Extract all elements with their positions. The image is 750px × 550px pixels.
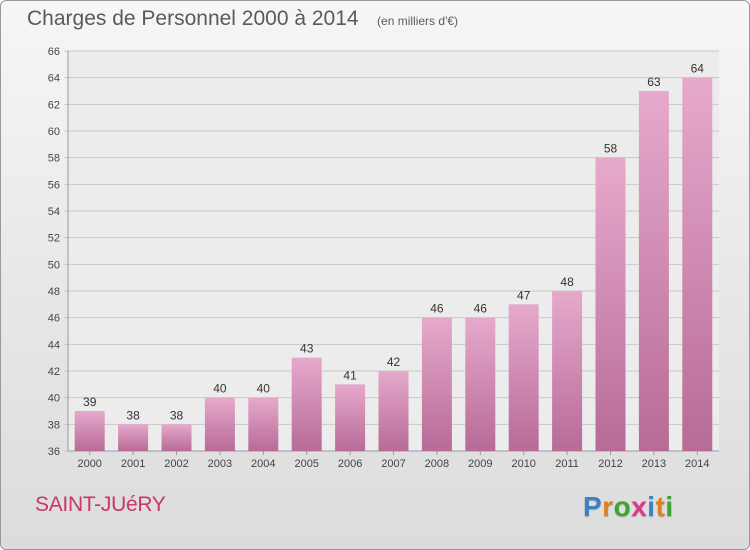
x-tick-label: 2001	[121, 458, 145, 470]
bar	[291, 357, 322, 451]
logo-letter: i	[665, 491, 674, 522]
y-tick-label: 52	[48, 233, 60, 245]
x-tick-label: 2012	[598, 458, 622, 470]
bar	[335, 384, 366, 451]
bar-value-label: 43	[300, 342, 314, 356]
y-tick-label: 46	[48, 313, 60, 325]
x-tick-label: 2003	[208, 458, 232, 470]
x-tick-label: 2010	[511, 458, 535, 470]
bar	[465, 317, 496, 451]
x-tick-label: 2006	[338, 458, 362, 470]
bar	[248, 397, 279, 451]
x-tick-label: 2008	[425, 458, 449, 470]
y-tick-label: 38	[48, 419, 60, 431]
y-tick-label: 44	[48, 339, 60, 351]
y-tick-label: 60	[48, 126, 60, 138]
y-tick-label: 66	[48, 46, 60, 58]
bar	[682, 77, 713, 452]
y-tick-label: 56	[48, 179, 60, 191]
bar	[204, 397, 235, 451]
bar-value-label: 58	[604, 142, 618, 156]
y-tick-label: 54	[48, 206, 60, 218]
bar	[378, 371, 409, 451]
bar	[74, 411, 105, 451]
bar-value-label: 40	[257, 382, 271, 396]
title-block: Charges de Personnel 2000 à 2014 (en mil…	[27, 7, 458, 31]
bar-value-label: 48	[560, 275, 574, 289]
logo-letter: x	[631, 491, 648, 522]
bar-value-label: 64	[691, 62, 705, 76]
y-tick-label: 50	[48, 259, 60, 271]
bar-value-label: 63	[647, 75, 661, 89]
chart-title: Charges de Personnel 2000 à 2014	[27, 7, 359, 30]
y-tick-label: 58	[48, 153, 60, 165]
bar-value-label: 40	[213, 382, 227, 396]
bar-value-label: 38	[126, 408, 140, 422]
y-tick-label: 42	[48, 366, 60, 378]
bar-value-label: 46	[430, 302, 444, 316]
logo-letter: i	[647, 491, 656, 522]
x-tick-label: 2011	[555, 458, 579, 470]
bar	[118, 424, 149, 451]
y-tick-label: 36	[48, 446, 60, 458]
logo-letter: o	[613, 491, 632, 522]
bar-value-label: 42	[387, 355, 401, 369]
logo-letter: t	[655, 491, 666, 522]
y-tick-label: 40	[48, 393, 60, 405]
x-tick-label: 2002	[164, 458, 188, 470]
bar-value-label: 39	[83, 395, 97, 409]
chart-subtitle: (en milliers d'€)	[377, 14, 459, 28]
bar-value-label: 46	[474, 302, 488, 316]
x-tick-label: 2007	[381, 458, 405, 470]
logo-letter: P	[583, 491, 603, 522]
bar	[508, 304, 539, 451]
bar-value-label: 41	[343, 368, 357, 382]
x-tick-label: 2005	[294, 458, 318, 470]
x-tick-label: 2009	[468, 458, 492, 470]
proxiti-logo: Proxiti	[583, 491, 674, 523]
bar	[552, 291, 583, 451]
bar	[421, 317, 452, 451]
y-tick-label: 64	[48, 73, 60, 85]
bar-value-label: 38	[170, 408, 184, 422]
x-tick-label: 2000	[77, 458, 101, 470]
y-tick-label: 48	[48, 286, 60, 298]
x-tick-label: 2013	[642, 458, 666, 470]
x-tick-label: 2004	[251, 458, 275, 470]
y-tick-label: 62	[48, 99, 60, 111]
bar	[595, 157, 626, 451]
bar-value-label: 47	[517, 288, 531, 302]
logo-letter: r	[602, 491, 614, 522]
bar	[638, 91, 669, 451]
bar	[161, 424, 192, 451]
city-name: SAINT-JUéRY	[35, 493, 166, 516]
x-tick-label: 2014	[685, 458, 709, 470]
